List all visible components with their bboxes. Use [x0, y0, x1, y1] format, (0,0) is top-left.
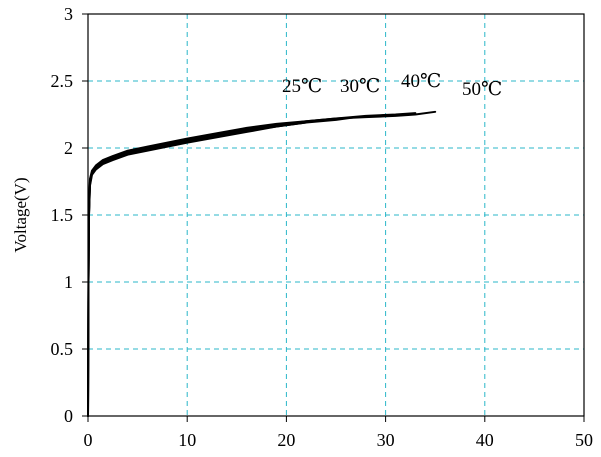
- y-tick-label: 3: [64, 4, 73, 24]
- y-tick-label: 0.5: [51, 339, 74, 359]
- series-label-2: 40℃: [401, 71, 441, 92]
- y-axis-label: Voltage(V): [11, 177, 30, 252]
- x-tick-label: 30: [377, 430, 395, 450]
- y-tick-label: 1.5: [51, 205, 74, 225]
- grid-layer: [88, 14, 584, 416]
- y-tick-label: 2: [64, 138, 73, 158]
- x-tick-label: 0: [84, 430, 93, 450]
- x-tick-label: 50: [575, 430, 593, 450]
- series-layer: [87, 110, 437, 417]
- x-tick-label: 20: [277, 430, 295, 450]
- series-labels: 25℃ 30℃ 40℃ 50℃: [282, 71, 502, 100]
- y-tick-label: 2.5: [51, 71, 74, 91]
- y-tick-label: 1: [64, 272, 73, 292]
- x-tick-label: 40: [476, 430, 494, 450]
- x-tick-labels: 0 10 20 30 40 50: [84, 416, 593, 450]
- series-label-1: 30℃: [340, 76, 380, 97]
- series-line-3: [87, 110, 437, 417]
- series-label-0: 25℃: [282, 76, 322, 97]
- y-tick-labels: 0 0.5 1 1.5 2 2.5 3: [51, 4, 88, 426]
- series-label-3: 50℃: [462, 79, 502, 100]
- x-tick-label: 10: [178, 430, 196, 450]
- y-tick-label: 0: [64, 406, 73, 426]
